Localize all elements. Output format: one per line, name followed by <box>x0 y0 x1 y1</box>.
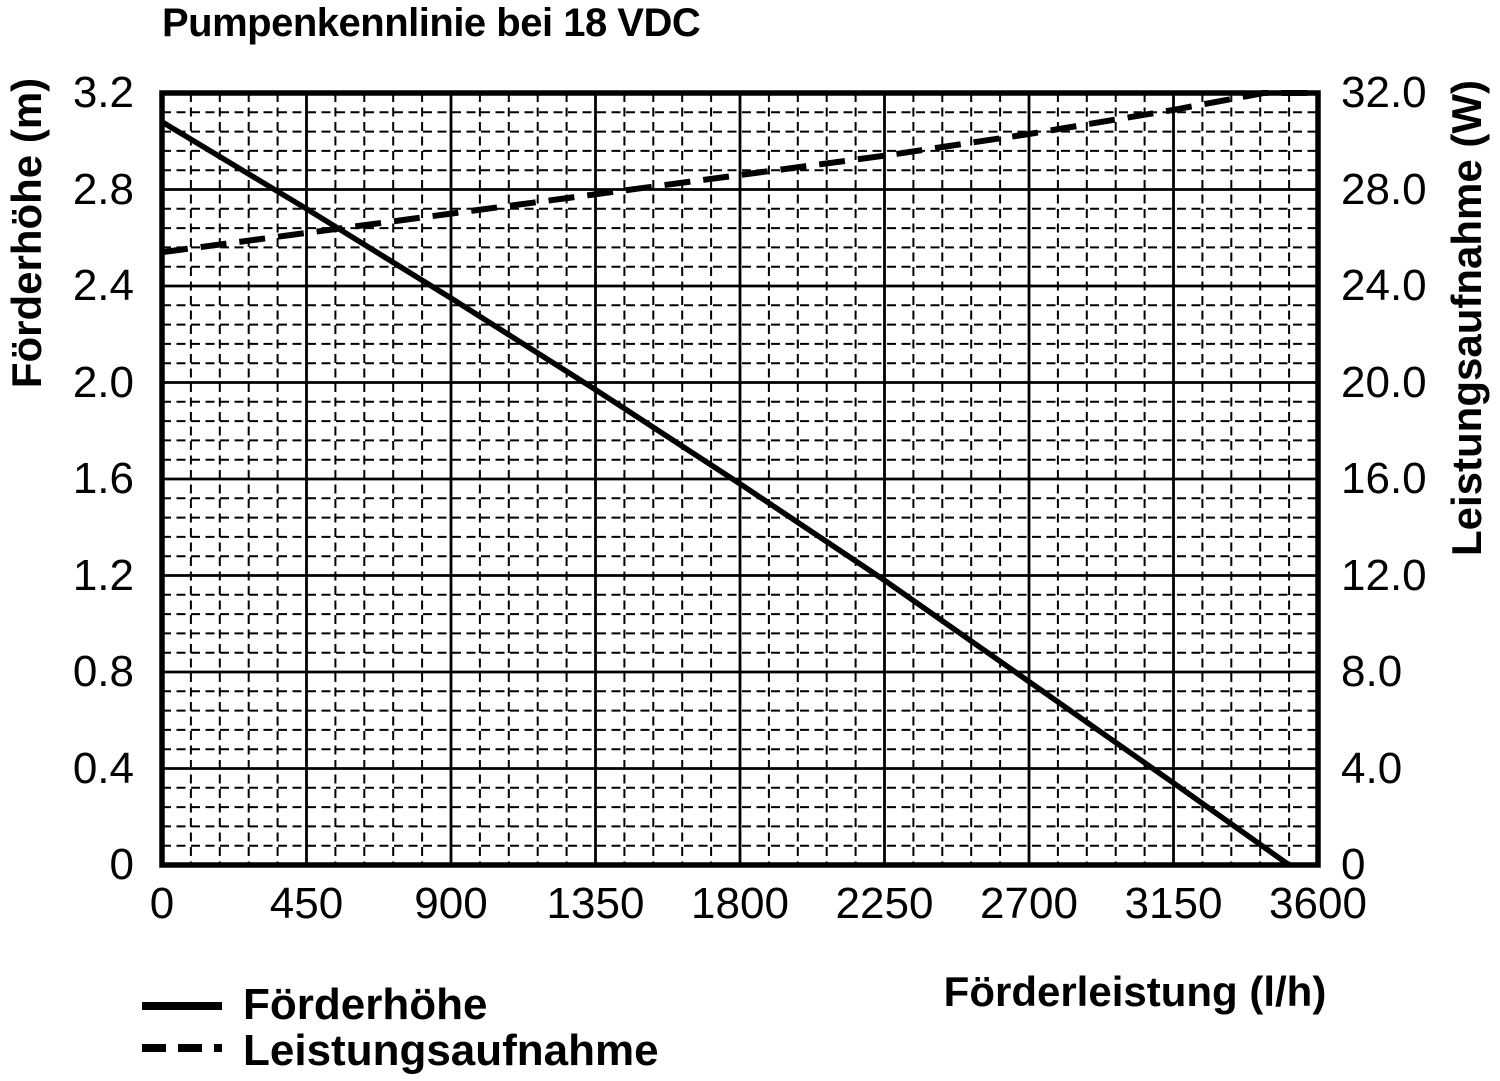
right-tick-label: 24.0 <box>1341 261 1427 310</box>
left-tick-label: 1.6 <box>72 454 134 503</box>
left-tick-label: 0.4 <box>72 743 134 793</box>
right-tick-label: 28.0 <box>1341 164 1427 214</box>
x-tick-label: 1800 <box>691 879 789 928</box>
left-tick-label: 2.0 <box>72 357 134 407</box>
legend-label-foerderhoehe: Förderhöhe <box>243 980 488 1029</box>
x-tick-label: 900 <box>414 879 488 928</box>
dashed-line-swatch-icon <box>142 1044 222 1052</box>
left-tick-label: 0.8 <box>72 647 134 696</box>
right-tick-label: 16.0 <box>1341 454 1427 503</box>
left-tick-label: 2.4 <box>72 261 134 310</box>
x-tick-label: 3150 <box>1124 879 1223 928</box>
series-line-leistungsaufnahme <box>161 90 1318 256</box>
solid-line-swatch-icon <box>142 1002 222 1010</box>
left-tick-label: 1.2 <box>72 550 134 600</box>
chart-title: Pumpenkennlinie bei 18 VDC <box>162 1 701 45</box>
right-tick-label: 8.0 <box>1341 647 1403 696</box>
x-tick-label: 3600 <box>1269 879 1367 928</box>
x-tick-label: 1350 <box>546 879 645 928</box>
legend-label-leistungsaufnahme: Leistungsaufnahme <box>243 1026 659 1075</box>
right-tick-label: 32.0 <box>1341 68 1427 117</box>
left-tick-label: 0 <box>109 840 134 889</box>
left-tick-label: 3.2 <box>72 68 134 117</box>
x-tick-label: 450 <box>269 879 344 928</box>
x-axis-title: Förderleistung (l/h) <box>943 968 1327 1015</box>
right-tick-label: 20.0 <box>1341 357 1427 407</box>
x-tick-label: 2250 <box>835 879 934 928</box>
right-tick-label: 12.0 <box>1341 550 1427 600</box>
x-tick-label: 0 <box>149 879 175 928</box>
right-tick-label: 0 <box>1341 840 1366 889</box>
x-tick-label: 2700 <box>980 879 1078 928</box>
series-line-frderhhe <box>160 119 1291 868</box>
plot-border <box>159 90 1321 868</box>
left-tick-label: 2.8 <box>72 164 134 214</box>
right-tick-label: 4.0 <box>1341 743 1403 793</box>
